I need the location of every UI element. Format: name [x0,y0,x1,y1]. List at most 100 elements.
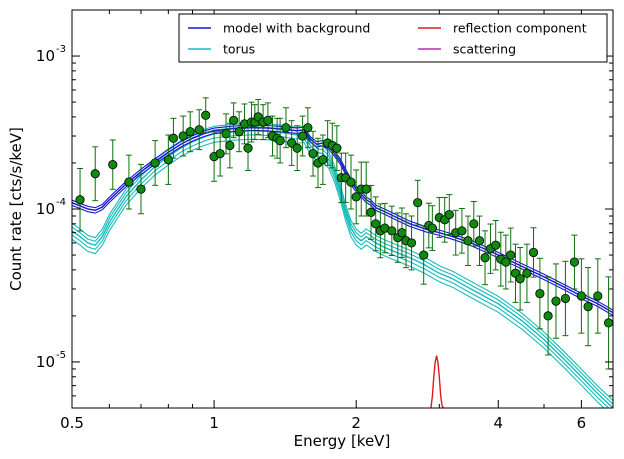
data-point [463,215,473,266]
data-point [474,215,485,266]
series-reflection-component [430,355,445,408]
legend-item-scattering: scattering [418,42,516,57]
data-marker [535,288,545,299]
series-torus-band-2 [72,134,610,408]
data-marker [361,184,371,194]
data-point [136,163,146,215]
data-marker [298,131,308,141]
data-point [576,258,586,334]
x-tick-label: 4 [494,414,504,432]
data-marker [457,226,467,236]
data-point [406,215,417,271]
y-tick-label: 10 [36,200,55,218]
legend-label-torus: torus [223,42,255,57]
data-point [108,139,118,190]
y-axis-label: Count rate [cts/s/keV] [7,127,25,291]
data-point [168,117,179,159]
data-marker [419,250,429,260]
y-tick-label: 10 [36,353,55,371]
series-torus-band-4 [72,122,613,401]
data-point [281,107,291,149]
data-marker [463,236,473,246]
data-marker [263,115,273,125]
data-marker [569,257,580,267]
data-marker [543,311,553,321]
legend-label-model-with-background: model with background [223,21,370,36]
x-tick-label: 6 [577,414,587,432]
data-point [201,97,211,134]
series-torus-band-1 [72,138,605,408]
data-marker [136,184,146,194]
data-point [303,107,313,149]
data-point [522,243,532,303]
data-marker [225,140,235,151]
y-tick-exponent: -3 [56,44,66,55]
data-point [234,111,244,153]
data-marker [281,123,291,133]
x-tick-label: 0.5 [60,414,84,432]
data-marker [234,127,244,137]
data-marker [346,177,356,187]
data-point [515,247,525,311]
data-point [551,263,561,339]
data-marker [480,253,490,263]
data-point [427,205,437,251]
data-point [308,130,318,177]
data-marker [75,195,85,205]
data-point [194,109,204,151]
data-point [275,117,285,164]
data-point [569,234,580,290]
data-point [413,179,423,226]
data-point [225,122,235,169]
data-point [292,125,302,171]
data-marker [201,110,211,120]
data-marker [583,302,593,312]
series-model-with-background-band-1 [72,129,613,316]
series-torus-line [72,129,613,408]
data-point [332,125,342,171]
data-point [528,227,539,278]
data-point [419,225,429,285]
data-marker [366,207,376,218]
data-point [178,115,188,157]
data-marker [387,226,397,236]
data-marker [560,293,571,304]
data-point [444,194,454,235]
data-marker [528,247,539,258]
data-marker [351,192,361,202]
data-marker [551,296,561,306]
legend-box [178,13,608,63]
y-tick-label: 10 [36,47,55,65]
data-marker [292,143,302,153]
data-point [491,220,501,271]
data-point [366,184,376,240]
x-tick-label: 2 [351,414,361,432]
data-marker [413,198,423,208]
data-point [318,134,328,185]
data-point [397,207,407,258]
data-point [243,125,253,171]
data-marker [185,127,195,137]
data-point [263,102,273,139]
data-marker [243,143,253,153]
data-marker [397,228,407,238]
y-tick-exponent: -5 [56,350,66,361]
data-point [90,146,100,202]
data-point [351,169,361,225]
data-point [75,167,85,232]
data-point [603,276,613,370]
data-point [393,212,403,263]
data-point [480,230,490,286]
data-point [124,154,134,210]
data-point [469,200,479,247]
data-marker [221,129,231,139]
data-point [593,258,603,334]
series-model-with-background-line [72,126,613,314]
data-point [535,257,545,330]
x-tick-label: 1 [209,414,219,432]
data-point [287,120,297,166]
data-marker [603,318,613,328]
data-marker [178,131,188,141]
data-marker [168,133,179,143]
